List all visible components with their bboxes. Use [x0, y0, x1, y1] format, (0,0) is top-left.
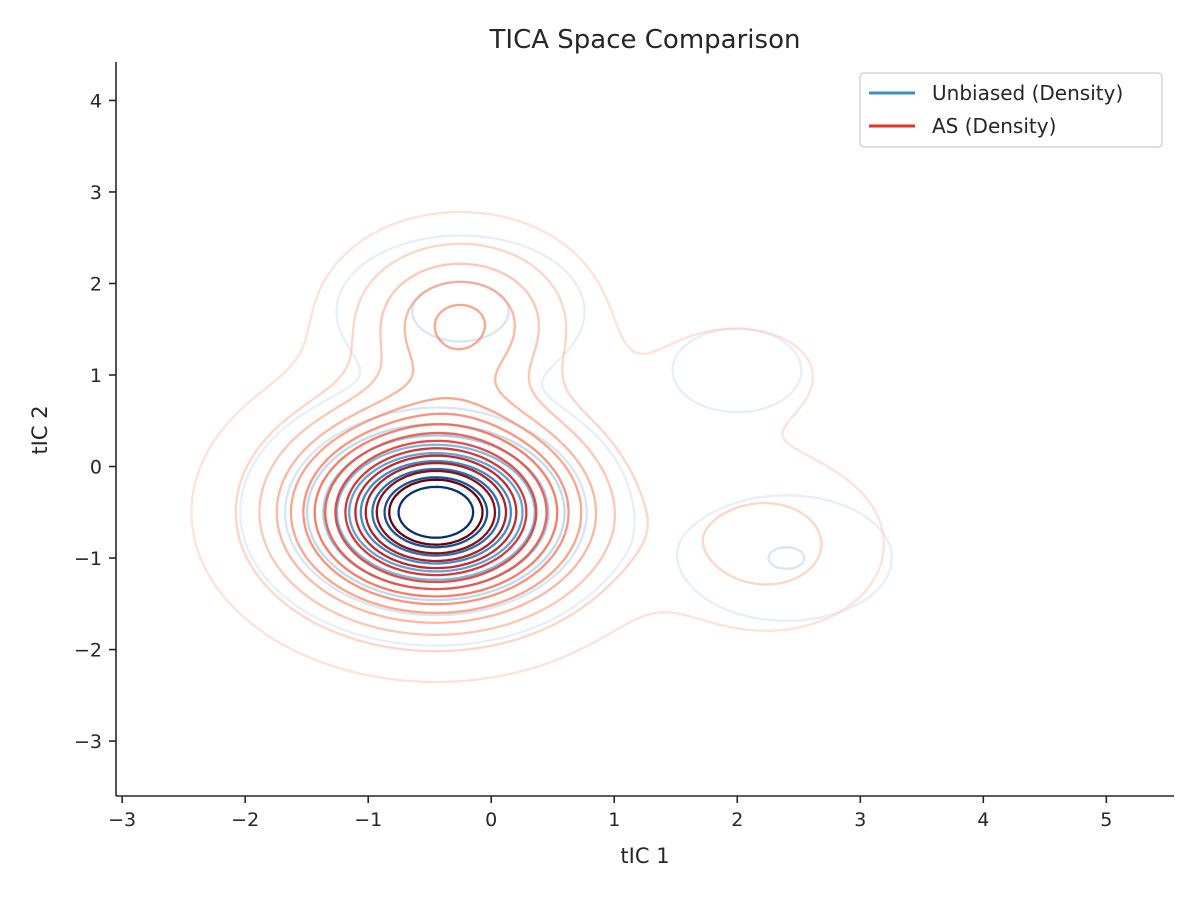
as-density-contour: [234, 242, 823, 653]
as-density-contour: [334, 439, 538, 584]
x-tick-label: 2: [731, 809, 743, 831]
x-tick-label: 5: [1100, 809, 1112, 831]
as-density-contour: [375, 469, 497, 555]
y-axis-ticks: −3 −2 −1 0 1 2 3 4: [74, 90, 116, 753]
y-tick-label: −3: [74, 731, 102, 753]
y-tick-label: 0: [90, 457, 102, 479]
y-tick-label: −2: [74, 640, 102, 662]
chart-title: TICA Space Comparison: [489, 25, 801, 55]
y-tick-label: 2: [90, 273, 102, 295]
unbiased-density-contour: [283, 280, 806, 617]
unbiased-density-contour: [335, 443, 536, 581]
unbiased-density-contour: [348, 451, 524, 573]
unbiased-density-contour: [397, 485, 475, 539]
x-tick-label: −3: [108, 809, 136, 831]
contour-layers: [190, 210, 893, 684]
as-density-contour: [324, 431, 548, 591]
legend-label-unbiased: Unbiased (Density): [932, 81, 1123, 105]
as-density-contour: [354, 454, 518, 570]
as-density-contour: [388, 478, 484, 546]
unbiased-density-contour: [383, 476, 489, 549]
as-density-contour: [313, 423, 559, 598]
x-tick-label: 1: [608, 809, 620, 831]
x-axis-label: tIC 1: [620, 844, 669, 868]
as-density-contour: [289, 303, 583, 615]
x-tick-label: 0: [485, 809, 497, 831]
x-tick-label: −1: [354, 809, 382, 831]
y-tick-label: 1: [90, 365, 102, 387]
x-tick-label: 3: [854, 809, 866, 831]
as-density-contour: [275, 280, 598, 624]
legend-label-as: AS (Density): [932, 114, 1056, 138]
as-density-contour: [364, 461, 508, 563]
as-density-contour: [190, 210, 886, 684]
as-density-contour: [258, 262, 617, 636]
legend-box: [859, 72, 1163, 148]
unbiased-density-contour: [239, 234, 893, 647]
y-axis-label: tIC 2: [28, 405, 52, 454]
as-density-contour: [302, 412, 570, 606]
x-tick-label: 4: [977, 809, 989, 831]
y-tick-label: 4: [90, 90, 102, 112]
unbiased-density-contour: [371, 467, 501, 557]
unbiased-density-contour: [305, 422, 566, 602]
y-tick-label: −1: [74, 548, 102, 570]
x-axis-ticks: −3 −2 −1 0 1 2 3 4 5: [108, 796, 1112, 831]
as-density-contour: [344, 447, 528, 577]
x-tick-label: −2: [231, 809, 259, 831]
unbiased-density-contour: [359, 459, 513, 565]
y-tick-label: 3: [90, 182, 102, 204]
legend: Unbiased (Density) AS (Density): [859, 72, 1163, 148]
